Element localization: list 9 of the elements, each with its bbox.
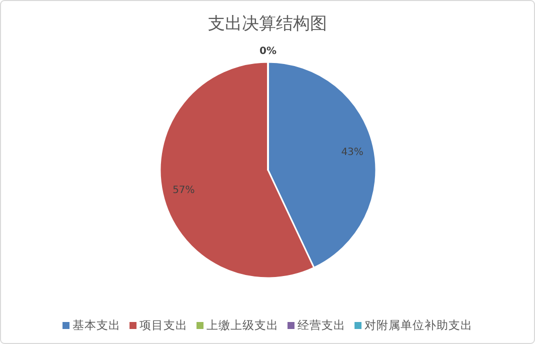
- legend-label: 项目支出: [140, 318, 188, 332]
- data-label: 57%: [172, 184, 195, 196]
- legend-label: 对附属单位补助支出: [364, 318, 472, 332]
- data-label: 43%: [341, 147, 364, 158]
- text: 0%: [260, 46, 276, 57]
- legend-label: 上缴上级支出: [206, 318, 278, 332]
- legend-label: 基本支出: [72, 318, 120, 332]
- chart-title: 支出决算结构图: [208, 14, 327, 34]
- legend-label: 经营支出: [298, 318, 346, 332]
